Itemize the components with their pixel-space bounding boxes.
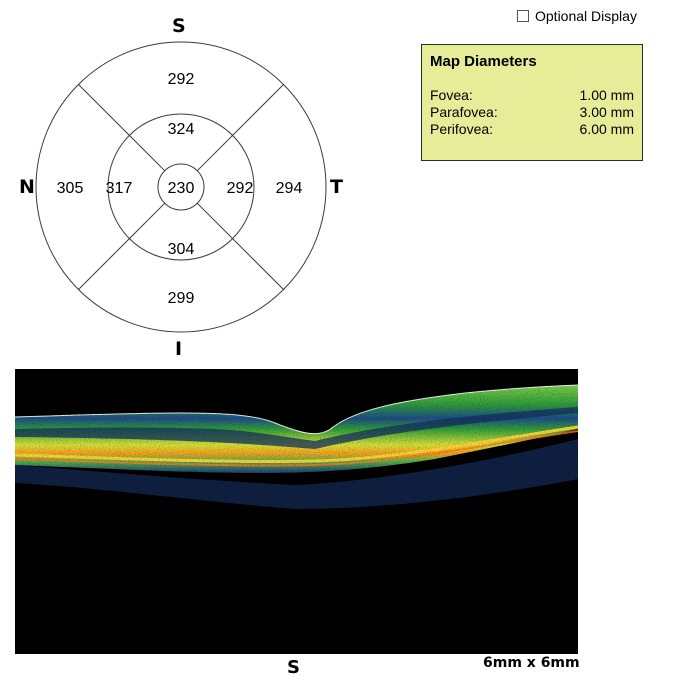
nasal-label: N [19,176,35,198]
sector-divider [196,84,284,172]
inner-ring [107,113,255,261]
perifovea-label: Perifovea: [430,121,494,137]
map-diameters-title: Map Diameters [430,53,537,70]
oct-bscan-image [14,369,579,654]
outer-inferior-value: 299 [168,290,195,307]
parafovea-value: 3.00 mm [579,104,634,120]
inner-superior-value: 324 [168,121,195,138]
scan-orientation-label: S [287,657,300,678]
inner-temporal-value: 292 [227,180,254,197]
outer-superior-value: 292 [168,71,195,88]
fovea-label: Fovea: [430,87,473,103]
parafovea-label: Parafovea: [430,104,498,120]
oct-scan-drawing [14,369,579,654]
inner-nasal-value: 317 [106,180,133,197]
temporal-label: T [330,176,343,198]
fovea-value: 1.00 mm [579,87,634,103]
center-value: 230 [168,180,195,197]
outer-nasal-value: 305 [57,180,84,197]
superior-label: S [172,15,186,37]
fovea-row: Fovea: 1.00 mm [430,87,634,104]
sector-divider [78,84,166,172]
perifovea-row: Perifovea: 6.00 mm [430,121,634,138]
optional-display-label: Optional Display [535,8,637,24]
center-ring [157,163,205,211]
etdrs-thickness-map: 292 324 305 317 230 292 294 304 299 [35,41,327,333]
optional-display-checkbox[interactable] [517,10,529,22]
map-diameters-panel: Map Diameters Fovea: 1.00 mm Parafovea: … [421,44,643,161]
inferior-label: I [175,338,183,360]
scan-scale-label: 6mm x 6mm [483,655,580,671]
outer-temporal-value: 294 [276,180,303,197]
sector-divider [78,202,166,290]
sector-divider [196,202,284,290]
inner-inferior-value: 304 [168,241,195,258]
parafovea-row: Parafovea: 3.00 mm [430,104,634,121]
optional-display-toggle[interactable]: Optional Display [517,8,637,24]
outer-ring [35,41,327,333]
perifovea-value: 6.00 mm [579,121,634,137]
